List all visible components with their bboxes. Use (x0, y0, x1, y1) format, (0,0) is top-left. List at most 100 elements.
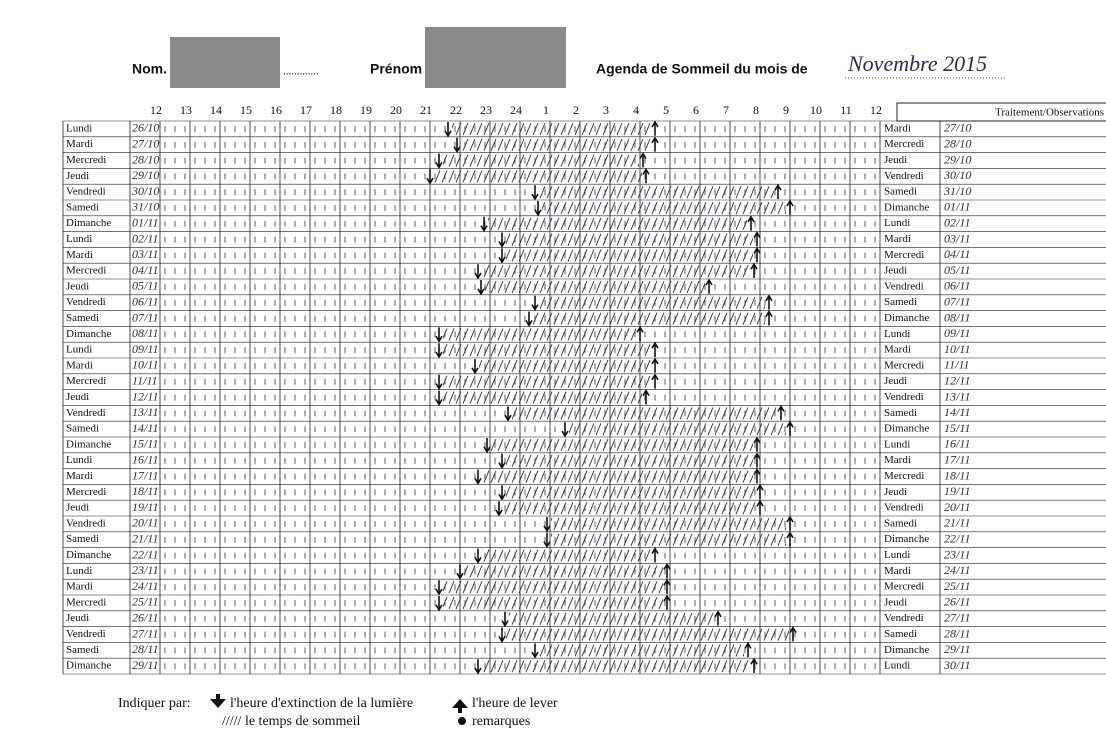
next-day: Samedi (884, 628, 917, 640)
next-date: 16/11 (944, 437, 970, 451)
date: 23/11 (132, 563, 158, 577)
day: Dimanche (66, 438, 111, 450)
light-off-arrow (534, 201, 542, 217)
next-date: 11/11 (944, 358, 970, 372)
title: Agenda de Sommeil du mois de (596, 61, 808, 77)
day: Vendredi (66, 186, 106, 198)
wake-arrow (753, 246, 761, 263)
wake-arrow (714, 610, 722, 626)
wake-arrow (753, 436, 761, 452)
next-date: 29/11 (944, 642, 970, 656)
next-date: 27/10 (944, 121, 971, 135)
next-date: 14/11 (944, 405, 970, 419)
light-off-arrow (435, 390, 443, 406)
date: 02/11 (132, 231, 158, 245)
day: Vendredi (66, 517, 106, 529)
date: 30/10 (131, 184, 159, 198)
wake-arrow (651, 373, 659, 389)
legend-sleep: ///// le temps de sommeil (222, 714, 361, 729)
next-date: 13/11 (944, 389, 970, 403)
light-off-arrow (504, 406, 512, 422)
date: 31/10 (131, 200, 159, 214)
next-day: Lundi (884, 438, 910, 450)
date: 01/11 (132, 215, 158, 229)
sleep-period (539, 295, 765, 310)
light-off-arrow (498, 627, 506, 643)
sleep-period (443, 390, 642, 405)
hour-label: 10 (810, 103, 822, 117)
hour-label: 18 (330, 103, 342, 117)
sleep-period (482, 469, 753, 484)
sleep-period (512, 406, 777, 421)
hour-label: 7 (723, 103, 729, 117)
day: Mardi (66, 470, 93, 482)
month: Novembre 2015 (847, 51, 987, 76)
light-off-arrow (498, 485, 506, 501)
wake-arrow (705, 278, 713, 294)
bullet-icon (458, 717, 466, 725)
date: 15/11 (132, 437, 158, 451)
sleep-period (461, 137, 651, 152)
hour-label: 13 (180, 103, 192, 117)
light-off-arrow (435, 327, 443, 343)
sleep-period (479, 359, 651, 373)
hour-label: 4 (633, 103, 639, 117)
sleep-period (482, 264, 750, 278)
wake-arrow (744, 641, 752, 658)
next-date: 23/11 (944, 547, 970, 561)
light-off-arrow (525, 311, 533, 327)
sleep-period (434, 169, 642, 184)
wake-arrow (765, 294, 773, 310)
sleep-period (509, 611, 714, 626)
light-off-arrow (426, 169, 434, 185)
date: 13/11 (132, 405, 158, 419)
next-day: Mercredi (884, 359, 924, 371)
sleep-period (488, 216, 747, 231)
hour-label: 24 (510, 103, 522, 117)
date: 04/11 (132, 263, 158, 277)
light-off-arrow (531, 643, 539, 659)
hour-label: 5 (663, 103, 669, 117)
next-date: 09/11 (944, 326, 970, 340)
day: Jeudi (66, 502, 89, 514)
next-day: Dimanche (884, 201, 929, 213)
hour-label: 12 (870, 103, 882, 117)
sleep-period (539, 185, 774, 199)
day: Jeudi (66, 612, 89, 624)
light-off-arrow (498, 232, 506, 248)
wake-arrow (774, 183, 782, 199)
next-date: 21/11 (944, 516, 970, 530)
wake-arrow (663, 594, 671, 610)
wake-arrow (753, 231, 761, 247)
light-off-arrow (471, 359, 479, 375)
hour-label: 3 (603, 103, 609, 117)
next-date: 31/10 (943, 184, 971, 198)
next-date: 26/11 (944, 595, 970, 609)
wake-arrow (663, 578, 671, 594)
light-off-arrow (501, 611, 509, 628)
next-date: 12/11 (944, 373, 970, 387)
date: 09/11 (132, 342, 158, 356)
next-day: Mardi (884, 565, 911, 577)
next-day: Mercredi (884, 470, 924, 482)
date: 08/11 (132, 326, 158, 340)
light-off-arrow (474, 469, 482, 485)
day: Lundi (66, 233, 92, 245)
day: Mercredi (66, 486, 106, 498)
sleep-period (443, 580, 663, 594)
next-date: 06/11 (944, 279, 970, 293)
light-off-arrow (543, 517, 551, 533)
date: 28/10 (132, 152, 159, 166)
light-off-arrow (483, 438, 491, 454)
sleep-period (464, 564, 663, 579)
next-day: Vendredi (884, 391, 924, 403)
wake-arrow (651, 136, 659, 152)
sleep-period (542, 201, 786, 215)
next-day: Dimanche (884, 423, 929, 435)
next-day: Dimanche (884, 312, 929, 324)
day: Mardi (66, 581, 93, 593)
day: Dimanche (66, 549, 111, 561)
day: Mardi (66, 138, 93, 150)
next-date: 28/11 (944, 626, 970, 640)
light-off-arrow (435, 580, 443, 596)
